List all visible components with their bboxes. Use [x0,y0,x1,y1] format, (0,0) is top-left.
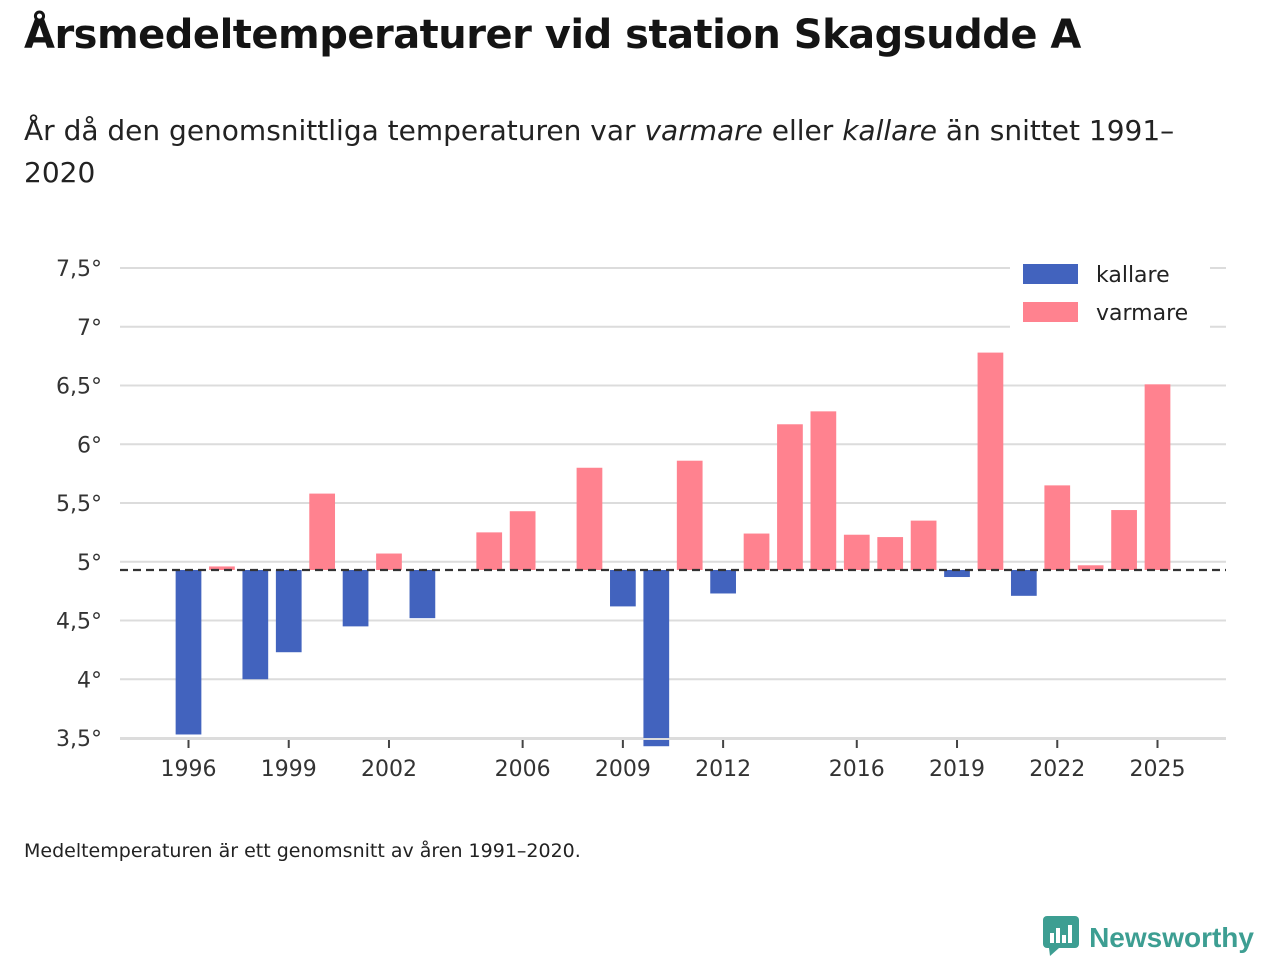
bar-2016 [843,534,870,570]
bar-2008 [576,467,603,570]
subtitle-text-3: än snittet 1991–2020 [24,114,1175,189]
bar-2017 [877,537,904,570]
legend-swatch-kallare [1023,264,1078,284]
subtitle-warm-word: varmare [644,114,763,147]
y-axis-labels: 3,5° 4° 4,5° 5° 5,5° 6° 6,5° 7° 7,5° [56,257,102,752]
bar-2012 [710,569,736,594]
newsworthy-name: Newsworthy [1089,922,1254,953]
bar-2013 [743,533,770,570]
x-tick-label: 2002 [361,757,417,782]
legend-label-varmare: varmare [1096,301,1188,326]
legend-label-kallare: kallare [1096,263,1170,288]
bar-2010 [643,569,670,747]
x-tick-label: 2016 [829,757,885,782]
bar-1997 [209,566,235,570]
bar-2014 [777,424,803,570]
bar-1999 [275,569,302,653]
bar-2022 [1044,485,1071,570]
bar-2003 [409,569,436,619]
subtitle-cold-word: kallare [842,114,938,147]
y-tick-label: 6° [77,433,102,458]
bar-2021 [1010,569,1037,596]
temperature-bar-chart: 3,5° 4° 4,5° 5° 5,5° 6° 6,5° 7° 7,5° 1996 1999 200… [56,257,1226,782]
bar-1998 [242,569,269,680]
y-tick-label: 5,5° [56,492,102,517]
bar-2015 [810,411,837,570]
x-tick-label: 1999 [261,757,317,782]
bar-2002 [376,553,402,570]
bar-2006 [509,511,536,570]
bar-2020 [977,352,1004,570]
x-tick-label: 2025 [1130,757,1186,782]
bar-2001 [342,569,369,627]
bar-2005 [476,532,503,570]
bar-2018 [910,520,937,570]
x-tick-label: 2006 [495,757,551,782]
subtitle-text-1: År då den genomsnittliga temperaturen va… [24,114,645,147]
newsworthy-brand[interactable]: Newsworthy [1043,916,1254,960]
bars [175,352,1171,747]
x-tick-label: 2012 [695,757,751,782]
bar-2023 [1077,565,1104,570]
bar-2011 [676,460,703,570]
x-tick-label: 2022 [1029,757,1085,782]
bar-2024 [1111,510,1137,570]
bar-2000 [309,493,336,570]
bar-1996 [175,569,202,735]
y-tick-label: 5° [77,551,102,576]
footnote: Medeltemperaturen är ett genomsnitt av å… [24,840,581,862]
y-tick-label: 4,5° [56,610,102,635]
bar-2009 [610,569,636,607]
legend-swatch-varmare [1023,302,1078,322]
y-tick-label: 4° [77,668,102,693]
y-tick-label: 3,5° [56,727,102,752]
y-tick-label: 6,5° [56,375,102,400]
x-tick-label: 2009 [595,757,651,782]
subtitle-text-2: eller [762,114,843,147]
x-tick-label: 1996 [160,757,216,782]
y-tick-label: 7° [77,316,102,341]
bar-2019 [944,569,970,578]
chart-legend: kallare varmare [1010,260,1210,346]
x-tick-label: 2019 [929,757,985,782]
chart-title: Årsmedeltemperaturer vid station Skagsud… [24,12,1081,58]
bar-2025 [1144,384,1171,570]
newsworthy-logo-icon [1043,916,1080,960]
x-axis-ticks: 1996 1999 2002 2006 2009 2012 2016 2019 2022 2025 [160,740,1186,782]
y-tick-label: 7,5° [56,257,102,282]
chart-subtitle: År då den genomsnittliga temperaturen va… [24,110,1204,194]
